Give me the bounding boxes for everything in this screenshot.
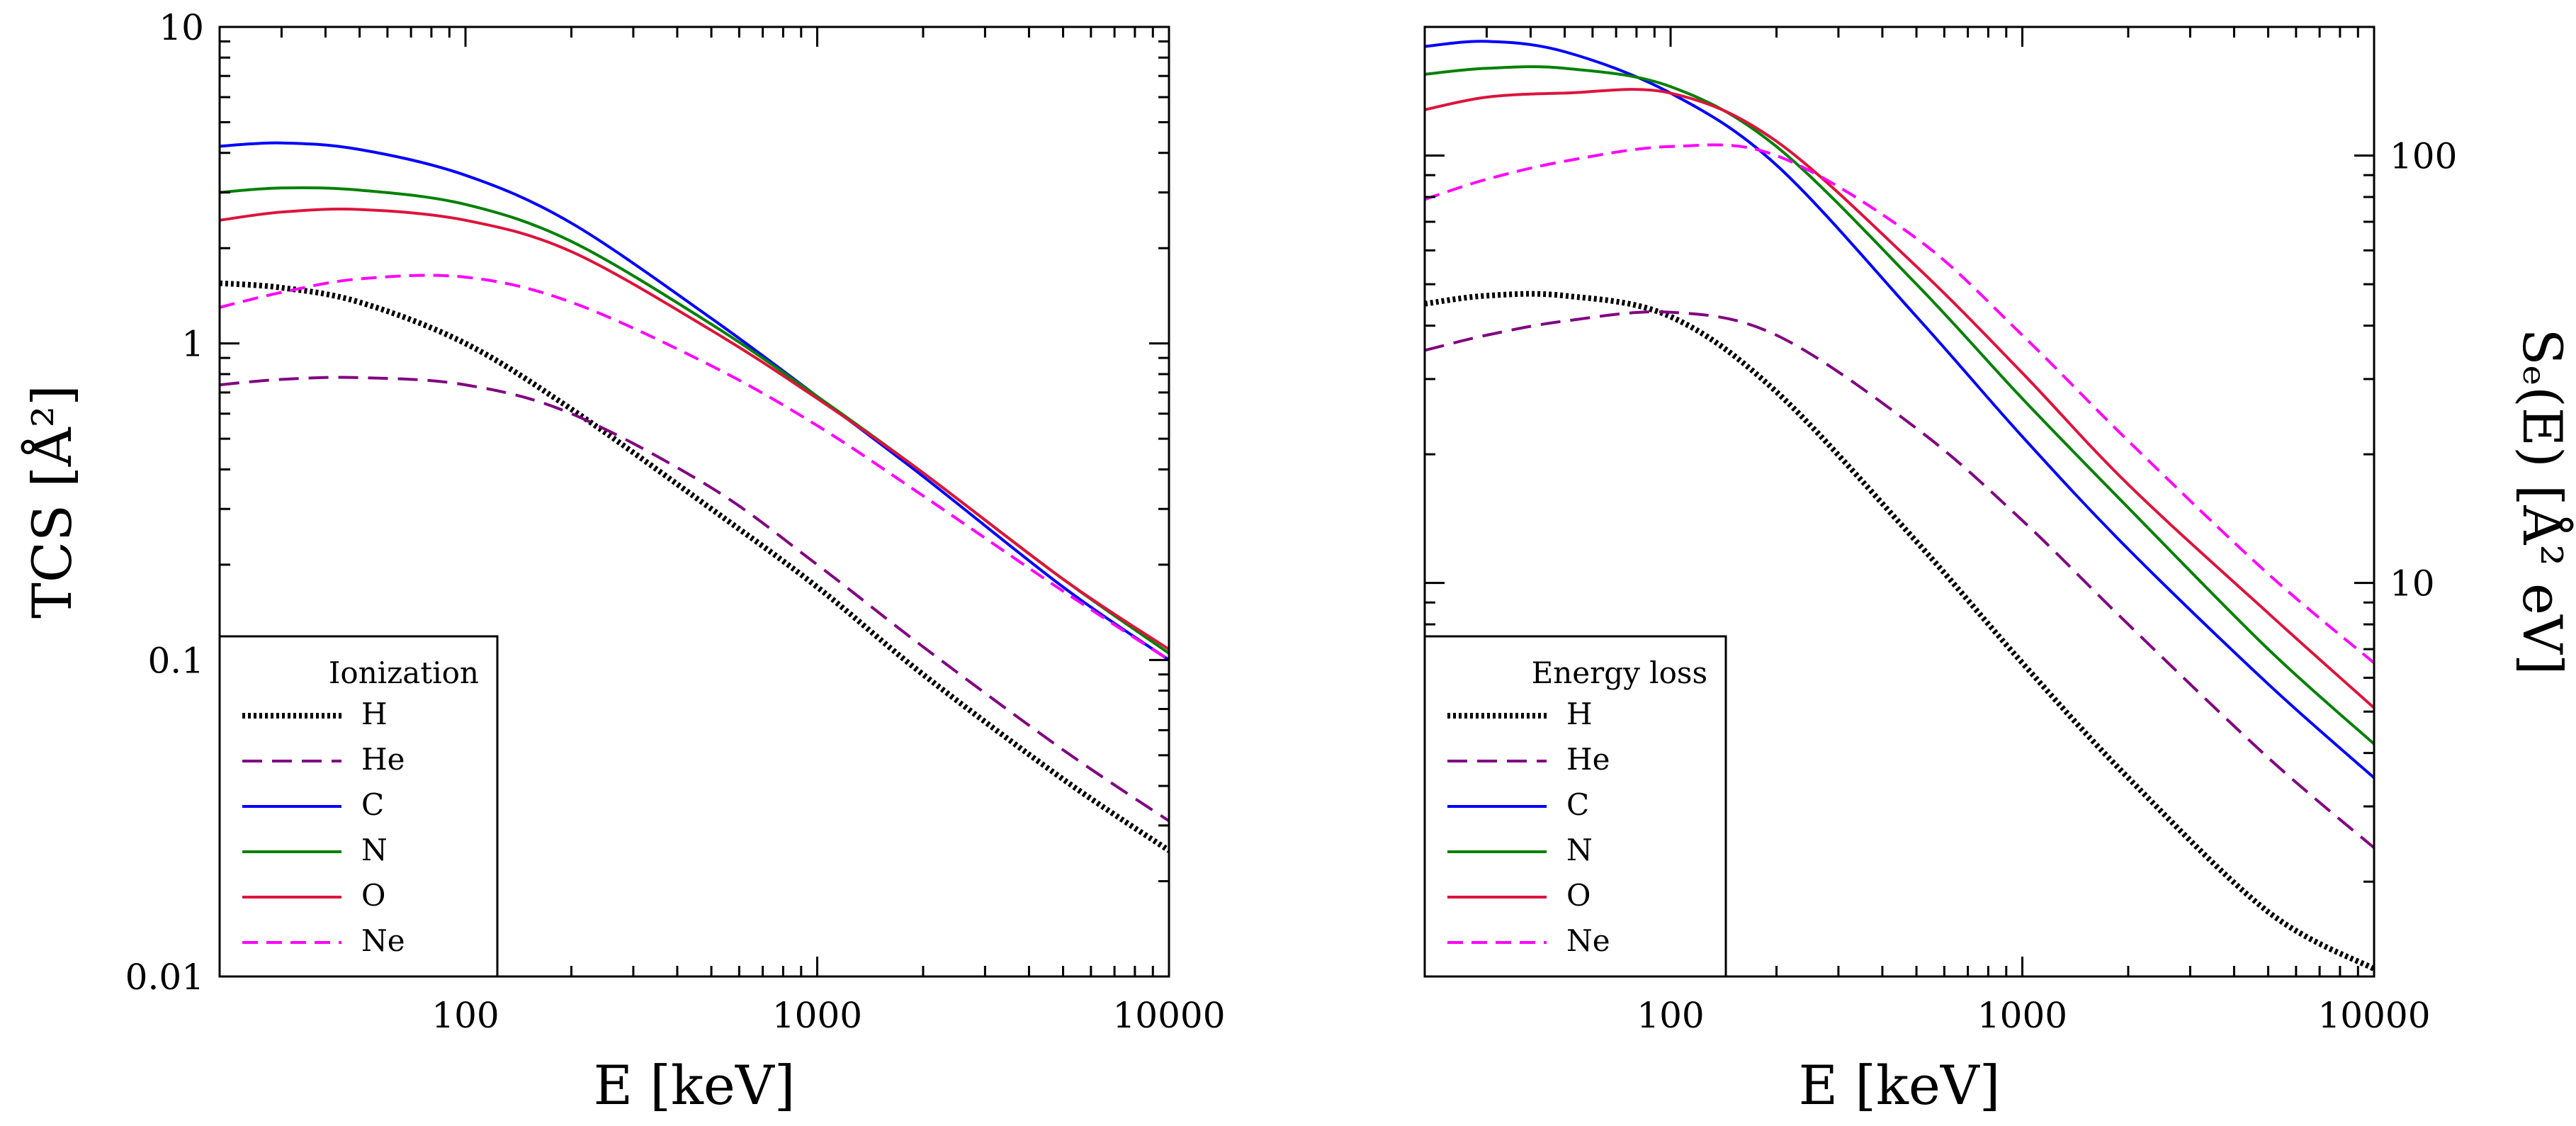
- ionization-legend-title: Ionization: [329, 655, 479, 690]
- energy-loss-series-he: [1425, 310, 2374, 849]
- ionization-legend-label-n: N: [361, 833, 388, 867]
- energy-loss-legend: Energy loss H He CNO Ne: [1423, 635, 1727, 978]
- energy-loss-x-tick-label: 1000: [1977, 995, 2067, 1036]
- ionization-legend-label-o: O: [361, 878, 385, 913]
- energy-loss-legend-entries: H He CNO Ne: [1447, 697, 1610, 958]
- ionization-y-tick-label: 1: [181, 324, 204, 365]
- ionization-series-he: [220, 376, 1169, 823]
- ionization-legend-entries: H He CNO Ne: [242, 697, 405, 958]
- energy-loss-curves: [1425, 40, 2374, 972]
- ionization-curves: [220, 141, 1169, 853]
- ionization-tick-labels: 100 1000 10000 0.01 0.1 1 10: [125, 7, 1226, 1036]
- energy-loss-legend-label-he: He: [1566, 742, 1610, 777]
- ionization-y-tick-label: 0.01: [125, 957, 204, 998]
- energy-loss-plot-frame: [1423, 26, 2376, 978]
- energy-loss-x-tick-label: 100: [1637, 995, 1704, 1036]
- ionization-series-ne: [220, 274, 1169, 661]
- ionization-series-o: [220, 208, 1169, 651]
- energy-loss-series-h: [1425, 291, 2374, 972]
- energy-loss-y-axis-title: Sₑ(E) [Å² eV]: [2511, 328, 2575, 675]
- ionization-x-axis-title: E [keV]: [594, 1054, 796, 1117]
- ionization-y-tick-label: 10: [159, 7, 204, 48]
- ionization-legend-label-ne: Ne: [361, 923, 405, 958]
- energy-loss-legend-label-h: H: [1566, 697, 1593, 731]
- energy-loss-y-tick-label: 100: [2390, 136, 2457, 177]
- energy-loss-tick-labels: 100 1000 10000 10 100: [1637, 136, 2457, 1036]
- ionization-y-axis-title: TCS [Å²]: [20, 385, 84, 619]
- energy-loss-legend-label-n: N: [1566, 833, 1593, 867]
- ionization-legend-label-he: He: [361, 742, 405, 777]
- energy-loss-x-axis-title: E [keV]: [1799, 1054, 2001, 1117]
- energy-loss-legend-label-ne: Ne: [1566, 923, 1610, 958]
- ionization-y-tick-label: 0.1: [147, 640, 204, 681]
- ionization-x-tick-label: 100: [431, 995, 499, 1036]
- ionization-legend: Ionization H He CNO Ne: [218, 635, 499, 978]
- ionization-legend-label-c: C: [361, 787, 384, 822]
- energy-loss-legend-title: Energy loss: [1532, 655, 1707, 690]
- energy-loss-series-n: [1425, 65, 2374, 745]
- ionization-series-n: [220, 186, 1169, 655]
- energy-loss-series-o: [1425, 88, 2374, 709]
- ionization-series-c: [220, 141, 1169, 661]
- energy-loss-legend-label-o: O: [1566, 878, 1591, 913]
- ionization-x-tick-label: 1000: [772, 995, 862, 1036]
- energy-loss-legend-label-c: C: [1566, 787, 1589, 822]
- energy-loss-series-ne: [1425, 143, 2374, 665]
- energy-loss-x-tick-label: 10000: [2317, 995, 2430, 1036]
- ionization-x-tick-label: 10000: [1112, 995, 1225, 1036]
- energy-loss-series-c: [1425, 40, 2374, 779]
- ionization-legend-label-h: H: [361, 697, 388, 731]
- energy-loss-y-tick-label: 10: [2390, 563, 2435, 604]
- ionization-plot-frame: [218, 26, 1170, 978]
